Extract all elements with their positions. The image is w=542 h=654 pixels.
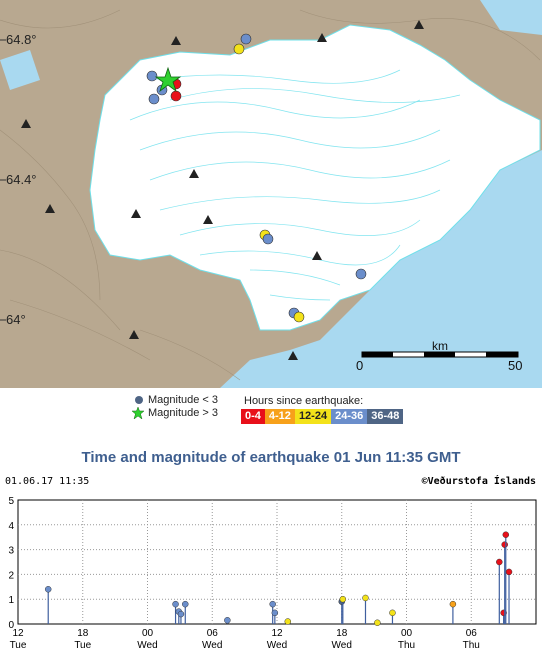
lat-label-2: 64.4° (6, 172, 37, 187)
hours-12-24: 12-24 (294, 409, 332, 424)
ocean (220, 150, 542, 388)
event-point (449, 600, 457, 608)
event-point (224, 617, 231, 624)
small-circle-icon (135, 396, 143, 404)
event-point (501, 541, 508, 548)
y-tick-label: 3 (8, 546, 14, 557)
plot-timestamp: 01.06.17 11:35 (5, 476, 90, 487)
legend: Magnitude < 3 Magnitude > 3 Hours since … (0, 388, 542, 428)
scale-start: 0 (356, 358, 364, 373)
event-point (172, 600, 179, 608)
x-day-label: Tue (74, 640, 91, 651)
x-tick-label: 12 (271, 628, 283, 639)
event-point (269, 600, 276, 608)
event-point (284, 618, 292, 625)
scale-end: 50 (508, 358, 523, 373)
event-point (505, 568, 513, 576)
event-point (182, 600, 189, 608)
time-title: Time and magnitude of earthquake 01 Jun … (81, 449, 461, 466)
legend-large-label: Magnitude > 3 (148, 407, 219, 419)
hours-24-36: 24-36 (331, 409, 368, 424)
y-tick-label: 2 (8, 570, 14, 581)
plot-frame (17, 499, 537, 625)
event-point (389, 609, 396, 617)
magnitude-plot: 01234512Tue18Tue00Wed06Wed12Wed18Wed00Th… (8, 496, 537, 651)
y-tick-label: 0 (8, 620, 14, 631)
legend-large: Magnitude > 3 (132, 407, 218, 419)
x-day-label: Wed (137, 640, 157, 651)
x-tick-label: 06 (466, 628, 478, 639)
event-markers (146, 33, 367, 323)
x-tick-label: 12 (12, 628, 24, 639)
hours-row: 0-4 4-12 12-24 24-36 36-48 (241, 409, 404, 424)
y-tick-label: 4 (8, 521, 14, 532)
hours-0-4: 0-4 (241, 409, 265, 424)
event-point (177, 610, 185, 618)
map: 64.8° 64.4° 64° km 0 50 (0, 0, 542, 388)
event-point (502, 531, 510, 538)
scale-unit: km (432, 339, 448, 353)
event-point (374, 619, 381, 627)
x-tick-label: 18 (77, 628, 89, 639)
plot-copyright: ©Veðurstofa Íslands (421, 476, 536, 487)
legend-small-label: Magnitude < 3 (148, 394, 219, 406)
x-day-label: Wed (202, 640, 222, 651)
hours-36-48: 36-48 (367, 409, 404, 424)
event-point (496, 558, 503, 566)
y-tick-label: 5 (8, 496, 14, 507)
map-canvas (0, 0, 542, 388)
x-tick-label: 18 (336, 628, 348, 639)
x-day-label: Thu (398, 640, 415, 651)
hours-title: Hours since earthquake: (244, 395, 364, 407)
star-icon (132, 407, 144, 419)
lat-label-1: 64.8° (6, 32, 37, 47)
glacier (89, 24, 541, 331)
x-day-label: Wed (332, 640, 352, 651)
x-day-label: Thu (463, 640, 480, 651)
stations (21, 20, 424, 360)
lat-label-3: 64° (6, 312, 26, 327)
legend-small: Magnitude < 3 (134, 394, 218, 406)
event-point (271, 609, 279, 617)
x-tick-label: 00 (401, 628, 413, 639)
hours-4-12: 4-12 (264, 409, 295, 424)
large-quake-star (154, 66, 182, 93)
event-point (362, 594, 369, 602)
event-point (44, 586, 52, 593)
x-tick-label: 06 (207, 628, 219, 639)
x-tick-label: 00 (142, 628, 154, 639)
scale-bar (361, 351, 519, 358)
event-point (339, 595, 347, 603)
y-tick-label: 1 (8, 595, 14, 606)
x-day-label: Wed (267, 640, 287, 651)
x-day-label: Tue (10, 640, 27, 651)
